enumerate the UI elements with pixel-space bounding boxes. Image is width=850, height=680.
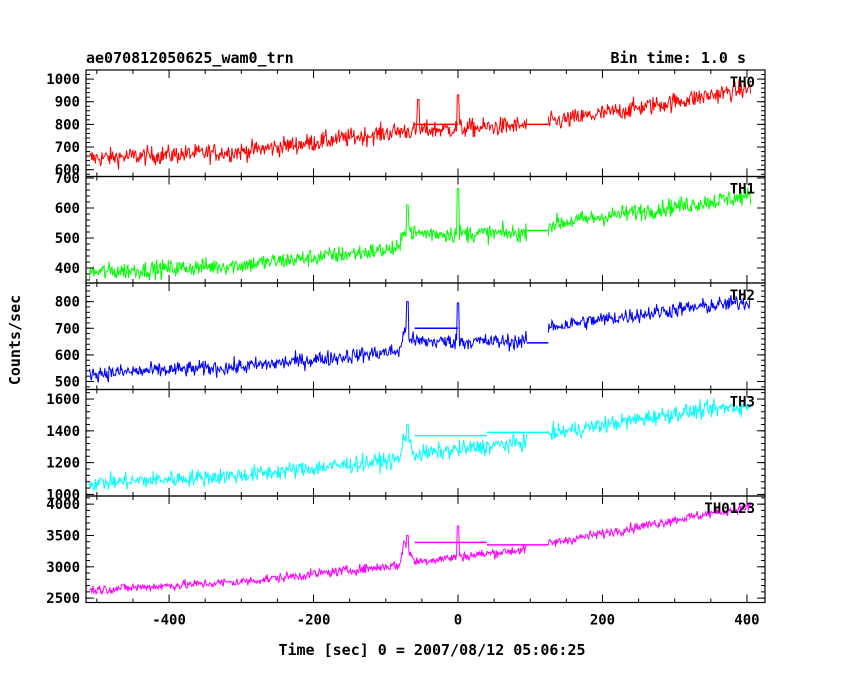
- y-axis-label: Counts/sec: [6, 295, 24, 385]
- series-line-th1-1: [547, 187, 752, 236]
- y-tick-label: 500: [55, 375, 80, 391]
- series-line-th0-1: [547, 79, 752, 129]
- y-tick-label: 500: [55, 231, 80, 247]
- y-tick-label: 800: [55, 295, 80, 311]
- series-line-th3-1: [547, 398, 752, 441]
- x-tick-label: -400: [152, 613, 186, 629]
- panel-th2: 500 600 700 800 TH2: [55, 282, 766, 391]
- title-left: ae070812050625_wam0_trn: [86, 49, 294, 67]
- y-tick-label: 600: [55, 201, 80, 217]
- title-right: Bin time: 1.0 s: [611, 49, 746, 67]
- series-line-th2-1: [547, 295, 751, 333]
- x-tick-label: 200: [590, 613, 615, 629]
- series-line-th0123-0: [89, 525, 527, 596]
- y-tick-label: 600: [55, 163, 80, 179]
- y-tick-label: 2500: [46, 591, 80, 607]
- panel-frame: [85, 282, 766, 391]
- y-tick-label: 700: [55, 171, 80, 187]
- series-line-th1-0: [89, 188, 528, 281]
- y-tick-label: 700: [55, 321, 80, 337]
- y-tick-label: 900: [55, 95, 80, 111]
- panel-frame: [85, 175, 766, 284]
- x-tick-label: 0: [454, 613, 462, 629]
- panel-label: TH3: [730, 395, 755, 411]
- y-tick-label: 800: [55, 117, 80, 133]
- y-tick-label: 1000: [46, 72, 80, 88]
- y-tick-label: 1600: [46, 392, 80, 408]
- panel-th3: 1000 1200 1400 1600 TH3: [46, 388, 766, 503]
- series-line-th2-0: [89, 301, 528, 383]
- series-line-th0-0: [89, 94, 528, 170]
- panel-th1: 400 500 600 700 TH1: [55, 171, 766, 284]
- y-tick-label: 700: [55, 140, 80, 156]
- y-tick-label: 400: [55, 261, 80, 277]
- panel-label: TH0: [730, 75, 755, 91]
- panel-frame: [85, 69, 766, 178]
- panel-th0: 600 700 800 900 1000 TH0: [46, 69, 766, 179]
- x-axis-label: Time [sec] 0 = 2007/08/12 05:06:25: [278, 641, 585, 659]
- y-tick-label: 600: [55, 348, 80, 364]
- y-tick-label: 1400: [46, 424, 80, 440]
- x-tick-label: -200: [297, 613, 331, 629]
- y-tick-label: 1000: [46, 487, 80, 503]
- x-tick-label: 400: [734, 613, 759, 629]
- series-line-th0123-1: [547, 502, 752, 547]
- panel-label: TH0123: [704, 501, 755, 517]
- series-line-th3-0: [89, 424, 528, 492]
- panel-label: TH2: [730, 288, 755, 304]
- y-tick-label: 3000: [46, 560, 80, 576]
- y-tick-label: 3500: [46, 528, 80, 544]
- panel-th0123: 2500 3000 3500 4000 TH0123: [46, 495, 766, 607]
- panel-frame: [85, 495, 766, 604]
- y-tick-label: 1200: [46, 456, 80, 472]
- y-tick-label: 4000: [46, 497, 80, 513]
- panel-label: TH1: [730, 182, 755, 198]
